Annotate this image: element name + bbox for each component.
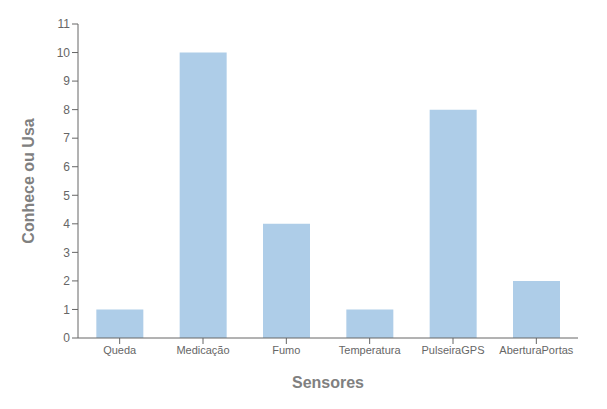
svg-text:11: 11: [58, 17, 71, 31]
svg-text:Queda: Queda: [103, 344, 137, 356]
svg-text:5: 5: [63, 189, 70, 203]
svg-text:3: 3: [63, 246, 70, 260]
svg-text:Sensores: Sensores: [292, 374, 364, 391]
svg-text:8: 8: [63, 103, 70, 117]
svg-text:9: 9: [63, 74, 70, 88]
svg-text:AberturaPortas: AberturaPortas: [499, 344, 573, 356]
svg-text:0: 0: [63, 331, 70, 345]
svg-text:6: 6: [63, 160, 70, 174]
svg-text:10: 10: [57, 46, 71, 60]
svg-text:Medicação: Medicação: [176, 344, 229, 356]
svg-text:7: 7: [63, 131, 70, 145]
svg-text:2: 2: [63, 274, 70, 288]
svg-text:4: 4: [63, 217, 70, 231]
svg-text:Temperatura: Temperatura: [339, 344, 402, 356]
svg-text:PulseiraGPS: PulseiraGPS: [422, 344, 485, 356]
svg-text:Conhece ou Usa: Conhece ou Usa: [20, 118, 37, 243]
svg-text:1: 1: [63, 303, 70, 317]
svg-text:Fumo: Fumo: [272, 344, 300, 356]
